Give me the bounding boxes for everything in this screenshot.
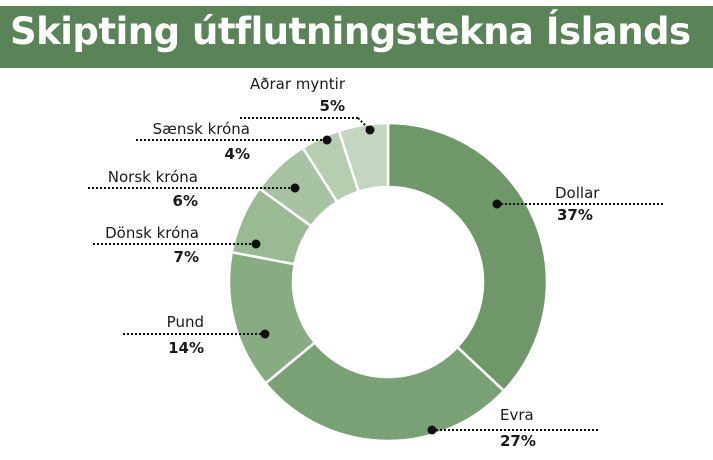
- leader-dot-pund: [260, 329, 270, 339]
- slice-value-s-nsk-kr-na: 4%: [225, 145, 250, 163]
- leader-dot-evra: [427, 425, 437, 435]
- title-bar: Skipting útflutningstekna Íslands: [0, 6, 713, 68]
- slice-value-evra: 27%: [500, 432, 536, 450]
- slice-label-pund: Pund: [167, 313, 204, 331]
- chart-title: Skipting útflutningstekna Íslands: [10, 10, 691, 53]
- leader-dot-dollar: [492, 199, 502, 209]
- leader-line-a-rar-myntir: [357, 117, 371, 131]
- leader-dot-norsk-kr-na: [290, 183, 300, 193]
- slice-value-dollar: 37%: [557, 206, 593, 224]
- slice-label-evra: Evra: [500, 406, 534, 424]
- leader-dot-s-nsk-kr-na: [322, 135, 332, 145]
- slice-a-rar-myntir: [337, 121, 390, 194]
- slice-value-norsk-kr-na: 6%: [173, 192, 198, 210]
- slice-value-d-nsk-kr-na: 7%: [174, 248, 199, 266]
- slice-value-a-rar-myntir: 5%: [320, 97, 345, 115]
- slice-label-d-nsk-kr-na: Dönsk króna: [105, 224, 199, 242]
- slice-value-pund: 14%: [168, 339, 204, 357]
- slice-evra: [263, 340, 506, 443]
- slice-dollar: [386, 121, 549, 393]
- slice-label-norsk-kr-na: Norsk króna: [108, 168, 198, 186]
- slice-label-dollar: Dollar: [555, 184, 600, 202]
- slice-label-a-rar-myntir: Aðrar myntir: [250, 75, 346, 93]
- leader-dot-a-rar-myntir: [365, 125, 375, 135]
- leader-dot-d-nsk-kr-na: [251, 239, 261, 249]
- slice-label-s-nsk-kr-na: Sænsk króna: [153, 120, 250, 138]
